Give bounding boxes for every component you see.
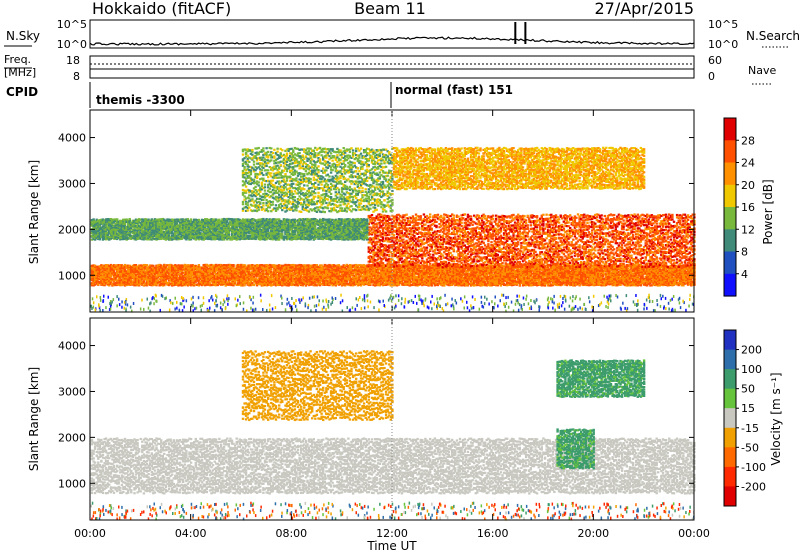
freq-label: Freq.	[4, 53, 31, 66]
date-label: 27/Apr/2015	[594, 0, 694, 18]
cpid-mode-normal: normal (fast) 151	[395, 83, 513, 97]
power-cell	[198, 264, 200, 266]
radar-title: Hokkaido (fitACF)	[92, 0, 231, 18]
noise-left-tick-bottom: 10^0	[57, 38, 87, 51]
noise-right-tick-top: 10^5	[708, 18, 738, 31]
noise-trace	[90, 37, 694, 45]
freq-panel-frame	[90, 56, 694, 78]
cpid-mode-themis: themis -3300	[96, 93, 185, 107]
nave-tick-top: 60	[708, 54, 722, 67]
power-echo-layer	[91, 147, 696, 313]
cpid-label: CPID	[6, 85, 38, 99]
beam-label: Beam 11	[354, 0, 426, 18]
nave-label: Nave	[748, 64, 776, 77]
power-cell	[152, 265, 154, 267]
freq-tick-top: 18	[66, 54, 80, 67]
nsearch-label: N.Search	[746, 29, 800, 43]
noise-left-tick-top: 10^5	[57, 18, 87, 31]
noise-right-tick-bottom: 10^0	[708, 38, 738, 51]
freq-tick-bottom: 8	[73, 70, 80, 83]
nave-tick-bottom: 0	[708, 70, 715, 83]
noise-panel: N.Sky 10^5 10^0 10^5 10^0 N.Search	[4, 18, 800, 51]
cpid-panel: CPID themis -3300 normal (fast) 151	[6, 82, 513, 108]
nsky-label: N.Sky	[6, 29, 40, 43]
freq-panel: Freq. [MHz] 18 8 60 0 Nave	[4, 53, 776, 84]
